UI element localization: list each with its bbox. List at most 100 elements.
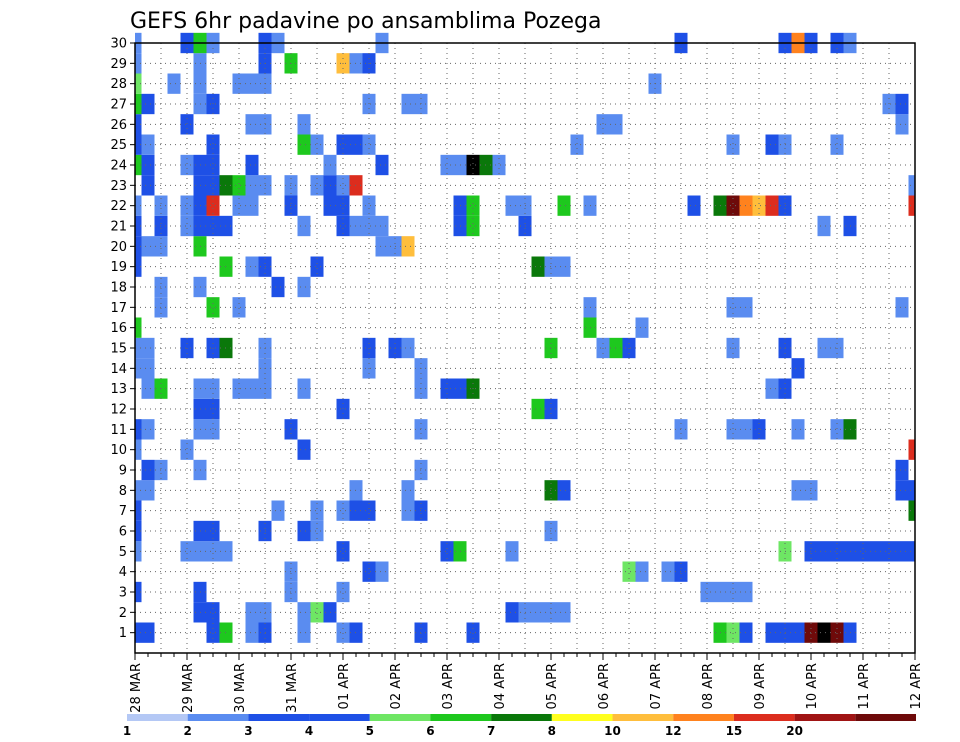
heatmap-cell	[908, 500, 915, 521]
heatmap-cell	[895, 480, 909, 501]
x-tick-label: 05 APR	[545, 663, 560, 709]
heatmap-cell	[505, 195, 519, 216]
grid-lines	[135, 43, 915, 653]
heatmap-cell	[336, 195, 350, 216]
y-tick-label: 11	[110, 423, 127, 438]
y-tick-label: 9	[119, 464, 127, 479]
heatmap-cell	[135, 256, 142, 277]
heatmap-cell	[232, 175, 246, 196]
heatmap-cell	[297, 520, 311, 542]
heatmap-cell	[817, 337, 831, 359]
heatmap-cell	[765, 134, 779, 155]
heatmap-cell	[791, 419, 805, 440]
heatmap-cell	[141, 236, 155, 257]
heatmap-cell	[531, 602, 545, 623]
heatmap-cell	[557, 256, 571, 277]
heatmap-cell	[297, 215, 311, 237]
legend-label: 1	[123, 724, 131, 738]
heatmap-cell	[245, 73, 259, 94]
y-tick-label: 28	[110, 77, 127, 92]
heatmap-cell	[401, 337, 415, 359]
heatmap-cell	[180, 215, 194, 237]
heatmap-cell	[440, 541, 454, 562]
heatmap-cell	[206, 602, 220, 623]
y-tick-label: 2	[119, 606, 127, 621]
heatmap-cell	[856, 541, 870, 562]
legend-swatch	[187, 714, 249, 721]
heatmap-cell	[557, 480, 571, 501]
heatmap-cell	[531, 256, 545, 277]
heatmap-cell	[895, 297, 909, 318]
heatmap-cell	[726, 297, 740, 318]
legend-label: 2	[184, 724, 192, 738]
x-tick-label: 31 MAR	[285, 663, 300, 713]
heatmap-cell	[817, 215, 831, 237]
heatmap-cell	[895, 459, 909, 481]
heatmap-cell	[661, 561, 675, 582]
legend-swatch	[855, 714, 916, 721]
heatmap-cell	[206, 175, 220, 196]
heatmap-cell	[895, 541, 909, 562]
y-tick-label: 21	[110, 220, 127, 235]
heatmap-cell	[817, 541, 831, 562]
x-tick-label: 30 MAR	[233, 663, 248, 713]
heatmap-cell	[206, 520, 220, 542]
heatmap-cell	[336, 581, 350, 603]
heatmap-cell	[135, 114, 142, 135]
heatmap-cell	[310, 520, 324, 542]
y-tick-label: 15	[110, 342, 127, 357]
heatmap-cell	[622, 561, 636, 582]
heatmap-cell	[440, 154, 454, 176]
heatmap-cell	[908, 175, 915, 196]
heatmap-cell	[180, 154, 194, 176]
heatmap-cell	[297, 439, 311, 460]
heatmap-cell	[167, 73, 181, 94]
heatmap-cell	[141, 175, 155, 196]
legend-label: 10	[604, 724, 621, 738]
legend-swatch	[430, 714, 492, 721]
heatmap-cell	[336, 622, 350, 643]
heatmap-cell	[245, 602, 259, 623]
heatmap-cell	[362, 215, 376, 237]
y-tick-label: 27	[110, 98, 127, 113]
heatmap-cell	[466, 195, 480, 216]
heatmap-cell	[135, 337, 142, 359]
legend-label: 12	[665, 724, 682, 738]
y-tick-label: 23	[110, 179, 127, 194]
heatmap-cell	[310, 175, 324, 196]
y-tick-label: 18	[110, 281, 127, 296]
heatmap-cell	[310, 134, 324, 155]
heatmap-cell	[180, 541, 194, 562]
heatmap-cell	[908, 541, 915, 562]
heatmap-cell	[687, 195, 701, 216]
legend-swatch	[673, 714, 734, 721]
legend-swatch	[248, 714, 310, 721]
heatmap-cell	[401, 236, 415, 257]
legend-label: 5	[366, 724, 374, 738]
heatmap-cell	[135, 154, 142, 176]
heatmap-cell	[726, 419, 740, 440]
heatmap-cell	[505, 541, 519, 562]
legend-swatch	[127, 714, 188, 721]
heatmap-cell	[362, 500, 376, 521]
heatmap-cell	[362, 134, 376, 155]
heatmap-cell	[908, 439, 915, 460]
heatmap-cell	[206, 297, 220, 318]
heatmap-cell	[726, 581, 740, 603]
heatmap-cell	[297, 622, 311, 643]
heatmap-cell	[206, 215, 220, 237]
legend-label: 3	[244, 724, 252, 738]
y-tick-label: 1	[119, 626, 127, 641]
y-tick-label: 12	[110, 403, 127, 418]
heatmap-cell	[135, 541, 142, 562]
heatmap-cell	[271, 500, 285, 521]
heatmap-cell	[135, 134, 142, 155]
legend-swatch	[491, 714, 552, 721]
heatmap-cell	[135, 53, 142, 74]
heatmap-cell	[135, 93, 142, 115]
x-tick-label: 04 APR	[493, 663, 508, 709]
y-tick-label: 4	[119, 565, 127, 580]
heatmap-cell	[135, 500, 142, 521]
heatmap-cell	[297, 134, 311, 155]
heatmap-cell	[245, 195, 259, 216]
